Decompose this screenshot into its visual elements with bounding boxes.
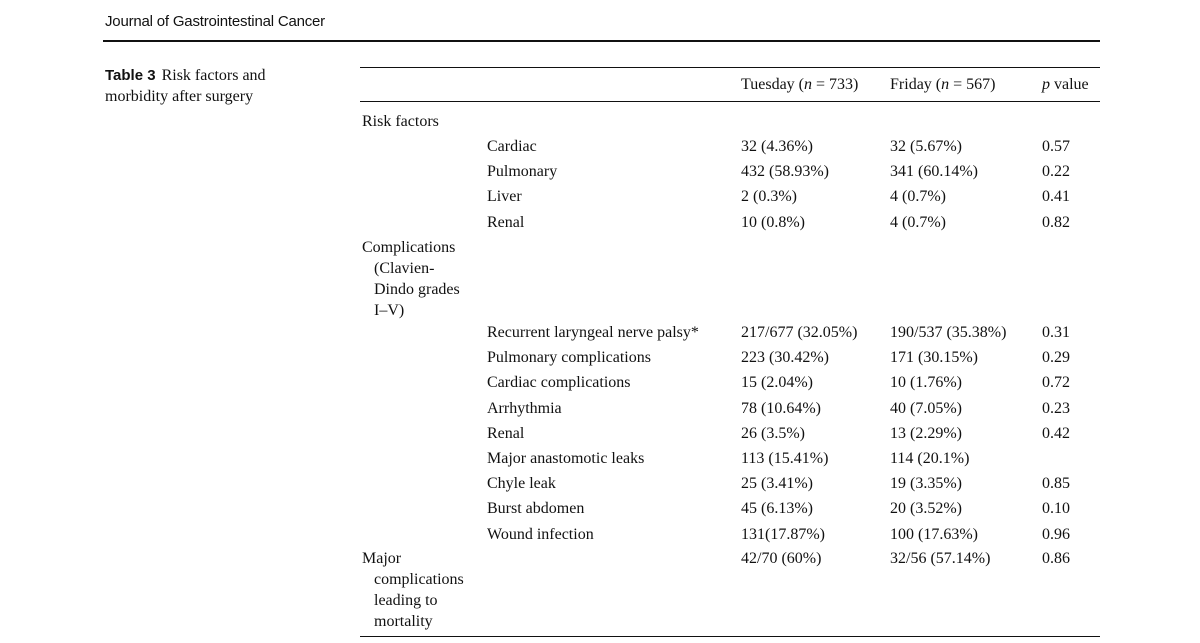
group-label-risk-factors: Risk factors [362, 113, 439, 130]
table-top-rule [360, 67, 1100, 68]
cell-friday: 100 (17.63%) [890, 525, 978, 543]
group-label-mortality-line: complications [374, 571, 464, 588]
row-label: Pulmonary complications [487, 349, 651, 367]
cell-p-value: 0.86 [1042, 550, 1070, 567]
header-p-value: p value [1042, 74, 1089, 95]
header-tuesday: Tuesday (n = 733) [741, 74, 858, 95]
row-label: Major anastomotic leaks [487, 450, 645, 467]
row-label: Recurrent laryngeal nerve palsy* [487, 324, 699, 341]
row-label: Renal [487, 213, 525, 231]
group-label-complications: Complications (Clavien- Dindo grades I–V) [362, 237, 474, 321]
cell-p-value: 0.22 [1042, 163, 1070, 181]
cell-tuesday: 2 (0.3%) [741, 188, 797, 206]
table-bottom-rule [360, 636, 1100, 637]
group-label-complications-line: I–V) [374, 302, 405, 319]
row-label: Cardiac [487, 138, 537, 155]
group-label-mortality-line: leading to [374, 592, 438, 609]
cell-tuesday: 432 (58.93%) [741, 163, 829, 181]
cell-p-value: 0.31 [1042, 324, 1070, 341]
table-label: Table 3 [105, 67, 156, 84]
table-header-rule [360, 101, 1100, 102]
cell-tuesday: 45 (6.13%) [741, 500, 813, 518]
cell-p-value: 0.29 [1042, 349, 1070, 367]
cell-friday: 32/56 (57.14%) [890, 550, 991, 567]
cell-p-value: 0.23 [1042, 399, 1070, 417]
group-label-mortality: Major complications leading to mortality [362, 548, 474, 632]
table-caption: Table 3 Risk factors and morbidity after … [105, 65, 325, 107]
group-label-mortality-line: mortality [374, 613, 433, 630]
cell-tuesday: 15 (2.04%) [741, 374, 813, 392]
cell-p-value: 0.96 [1042, 525, 1070, 543]
journal-title: Journal of Gastrointestinal Cancer [105, 13, 325, 30]
cell-tuesday: 217/677 (32.05%) [741, 324, 858, 341]
row-label: Renal [487, 424, 525, 442]
cell-p-value: 0.41 [1042, 188, 1070, 206]
header-p-value-text: p value [1042, 76, 1089, 93]
cell-p-value: 0.42 [1042, 424, 1070, 442]
group-label-complications-line: (Clavien- [374, 260, 435, 277]
group-label-complications-line: Dindo grades [374, 281, 460, 298]
row-label: Liver [487, 188, 522, 206]
cell-p-value: 0.57 [1042, 138, 1070, 155]
cell-p-value: 0.82 [1042, 213, 1070, 231]
cell-friday: 32 (5.67%) [890, 138, 962, 155]
header-rule [103, 40, 1100, 42]
cell-friday: 171 (30.15%) [890, 349, 978, 367]
header-friday-text: Friday (n = 567) [890, 76, 996, 93]
cell-tuesday: 223 (30.42%) [741, 349, 829, 367]
cell-tuesday: 32 (4.36%) [741, 138, 813, 155]
cell-p-value: 0.85 [1042, 475, 1070, 493]
row-label: Chyle leak [487, 475, 556, 493]
cell-friday: 20 (3.52%) [890, 500, 962, 518]
cell-tuesday: 78 (10.64%) [741, 399, 821, 417]
cell-p-value: 0.10 [1042, 500, 1070, 518]
row-label: Burst abdomen [487, 500, 585, 518]
cell-friday: 10 (1.76%) [890, 374, 962, 392]
row-label: Pulmonary [487, 163, 558, 181]
row-label: Wound infection [487, 525, 594, 543]
cell-tuesday: 10 (0.8%) [741, 213, 805, 231]
group-label-mortality-line: Major [362, 550, 402, 567]
group-label-complications-line: Complications [362, 239, 456, 256]
cell-tuesday: 131(17.87%) [741, 525, 825, 543]
cell-tuesday: 25 (3.41%) [741, 475, 813, 493]
cell-friday: 114 (20.1%) [890, 450, 970, 467]
cell-tuesday: 113 (15.41%) [741, 450, 829, 467]
cell-friday: 190/537 (35.38%) [890, 324, 1007, 341]
cell-friday: 341 (60.14%) [890, 163, 978, 181]
header-friday: Friday (n = 567) [890, 74, 995, 95]
cell-friday: 4 (0.7%) [890, 188, 946, 206]
header-tuesday-text: Tuesday (n = 733) [741, 76, 859, 93]
cell-p-value: 0.72 [1042, 374, 1070, 392]
cell-friday: 40 (7.05%) [890, 399, 962, 417]
row-label: Cardiac complications [487, 374, 631, 392]
cell-tuesday: 42/70 (60%) [741, 550, 822, 567]
cell-tuesday: 26 (3.5%) [741, 424, 805, 442]
cell-friday: 13 (2.29%) [890, 424, 962, 442]
cell-friday: 19 (3.35%) [890, 475, 962, 493]
row-label: Arrhythmia [487, 399, 562, 417]
table-caption-text: Risk factors and morbidity after surgery [105, 67, 266, 105]
cell-friday: 4 (0.7%) [890, 213, 946, 231]
